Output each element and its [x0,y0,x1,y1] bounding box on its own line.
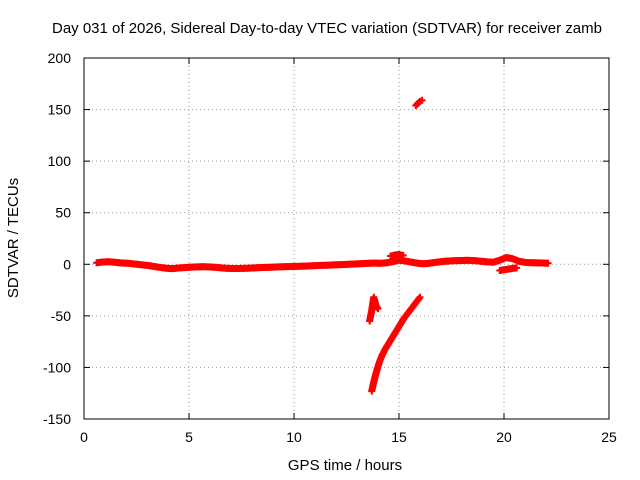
plot-frame [83,57,610,420]
x-tick-label: 10 [286,429,302,445]
series-1 [387,250,407,260]
data-point [374,305,382,313]
tick-labels: 0 5 10 15 20 25 -150 -100 -50 0 50 100 150 200 [43,50,617,445]
x-tick-label: 15 [391,429,407,445]
data-point [399,252,407,260]
y-tick-label: 50 [55,205,71,221]
data-point [544,259,552,267]
x-tick-label: 5 [185,429,193,445]
x-axis-label: GPS time / hours [288,457,402,474]
axis-ticks [83,57,610,420]
y-tick-label: 150 [48,102,72,118]
x-tick-label: 0 [80,429,88,445]
data-points [93,96,552,395]
y-tick-label: -50 [51,308,71,324]
data-point [513,264,521,272]
y-tick-label: 100 [48,153,72,169]
series-4 [368,293,424,395]
series-0 [93,254,552,273]
y-tick-label: -100 [43,359,71,375]
series-5 [412,96,426,109]
y-axis-label: SDTVAR / TECUs [5,178,22,298]
x-tick-label: 25 [601,429,617,445]
series-2 [496,264,521,274]
y-tick-label: -150 [43,411,71,427]
y-tick-label: 200 [48,50,72,66]
series-3 [366,293,382,325]
data-point [416,293,424,301]
grid-lines [84,58,609,419]
chart-title: Day 031 of 2026, Sidereal Day-to-day VTE… [52,20,602,37]
x-tick-label: 20 [496,429,512,445]
y-tick-label: 0 [63,256,71,272]
data-point [418,96,426,104]
